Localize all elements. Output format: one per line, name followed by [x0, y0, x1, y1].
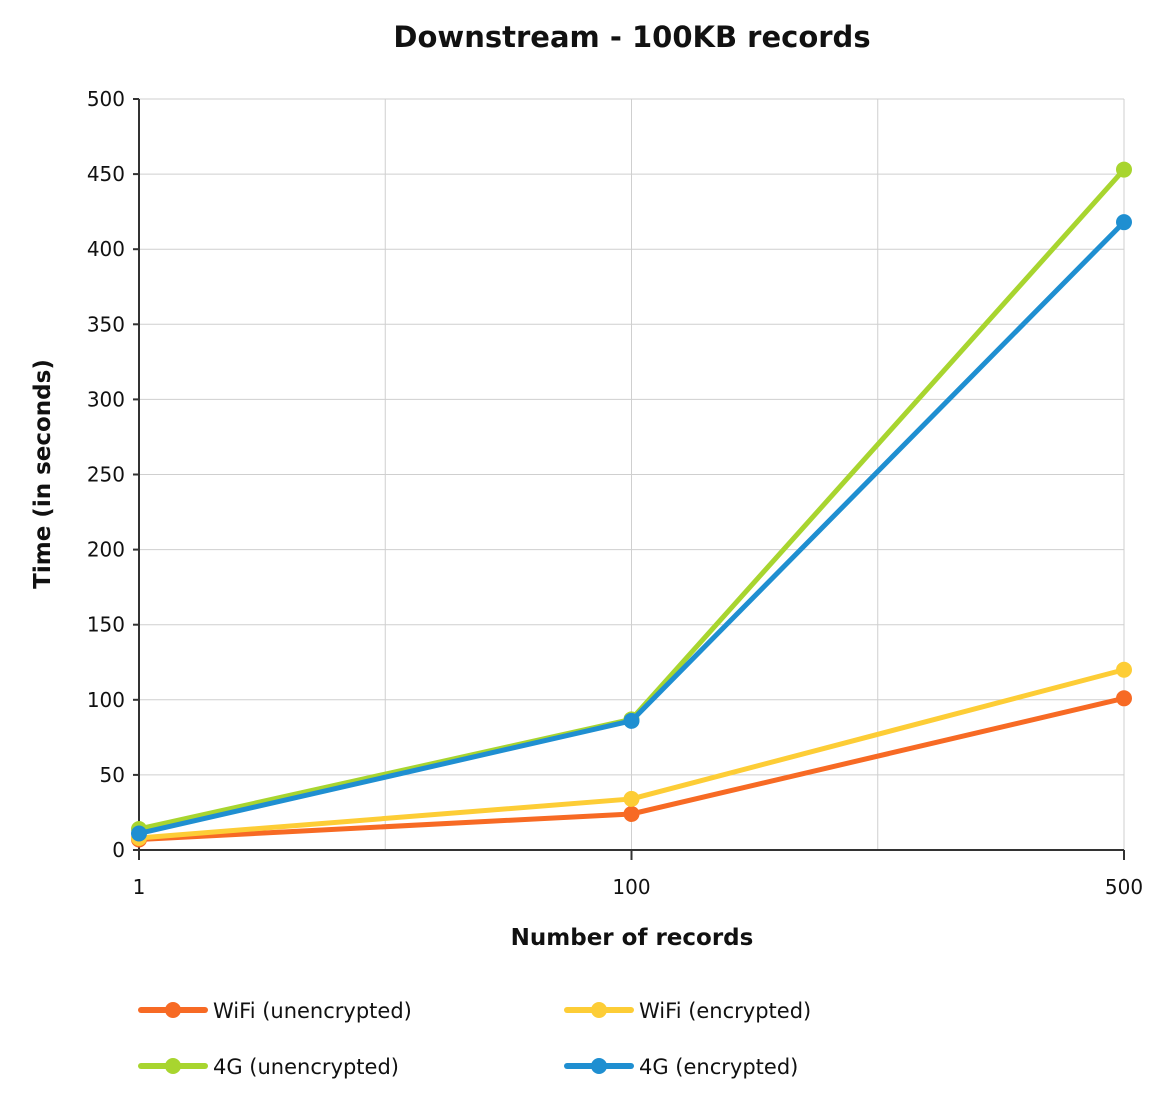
y-tick-label-2: 100	[87, 688, 125, 712]
x-tick-label-1: 100	[612, 875, 650, 899]
legend-swatch-marker-0	[165, 1002, 181, 1018]
tick-layer: 0 50 100 150 200 250 300 350 400 450 500 1 100 500	[87, 87, 1143, 899]
series-layer	[131, 161, 1132, 848]
series-3-point-0	[131, 825, 147, 842]
x-axis-label: Number of records	[511, 925, 754, 951]
series-3-point-2	[1116, 214, 1132, 231]
y-tick-label-1: 50	[100, 763, 125, 787]
y-tick-label-7: 350	[87, 312, 125, 336]
legend-item-3: 4G (encrypted)	[564, 1055, 798, 1079]
legend-label-1: WiFi (encrypted)	[639, 999, 811, 1023]
series-0-point-2	[1116, 690, 1132, 707]
series-0-point-1	[623, 805, 640, 822]
legend: WiFi (unencrypted) WiFi (encrypted) 4G (un…	[138, 999, 811, 1079]
series-3-point-1	[623, 712, 640, 729]
x-tick-label-0: 1	[133, 875, 146, 899]
grid-layer	[139, 98, 1125, 851]
y-tick-label-4: 200	[87, 538, 125, 562]
y-tick-label-6: 300	[87, 387, 125, 411]
legend-label-0: WiFi (unencrypted)	[213, 999, 412, 1023]
y-tick-label-0: 0	[112, 838, 125, 862]
legend-item-1: WiFi (encrypted)	[564, 999, 811, 1023]
legend-swatch-marker-3	[591, 1058, 607, 1074]
y-tick-label-5: 250	[87, 463, 125, 487]
series-2-point-2	[1116, 161, 1132, 178]
y-tick-label-9: 450	[87, 162, 125, 186]
legend-item-2: 4G (unencrypted)	[138, 1055, 399, 1079]
legend-item-0: WiFi (unencrypted)	[138, 999, 412, 1023]
y-axis-label: Time (in seconds)	[30, 359, 56, 589]
x-tick-label-2: 500	[1105, 875, 1143, 899]
series-1-point-2	[1116, 661, 1132, 678]
y-tick-label-10: 500	[87, 87, 125, 111]
legend-label-3: 4G (encrypted)	[639, 1055, 798, 1079]
y-tick-label-8: 400	[87, 237, 125, 261]
legend-swatch-marker-2	[165, 1058, 181, 1074]
y-tick-label-3: 150	[87, 613, 125, 637]
series-1-point-1	[623, 790, 640, 807]
chart-title: Downstream - 100KB records	[393, 20, 870, 54]
legend-label-2: 4G (unencrypted)	[213, 1055, 399, 1079]
legend-swatch-marker-1	[591, 1002, 607, 1018]
